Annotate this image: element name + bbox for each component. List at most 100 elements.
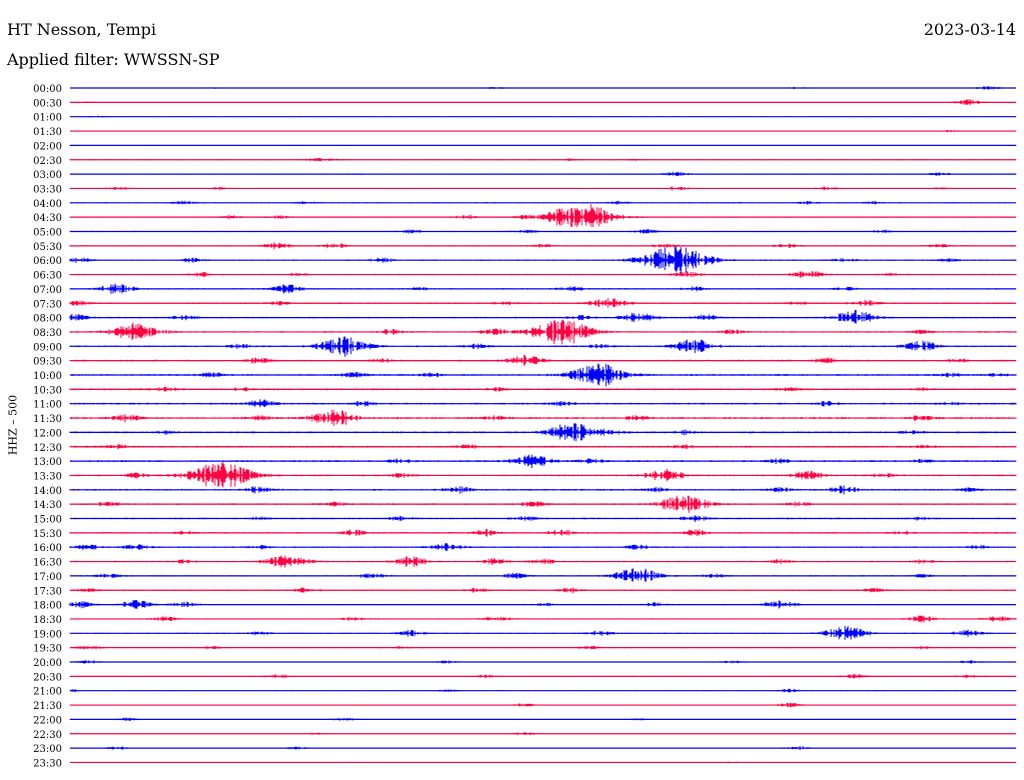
time-tick-label: 21:00 bbox=[33, 687, 62, 698]
trace-row-1000: 10:00 bbox=[33, 363, 1017, 387]
time-tick-label: 22:00 bbox=[33, 715, 62, 726]
trace-row-0100: 01:00 bbox=[33, 113, 1017, 124]
trace-row-1130: 11:30 bbox=[33, 409, 1017, 426]
time-tick-label: 10:00 bbox=[33, 371, 62, 382]
station-title: HT Nesson, Tempi bbox=[7, 20, 157, 39]
time-tick-label: 19:30 bbox=[33, 644, 62, 655]
time-tick-label: 04:00 bbox=[33, 199, 62, 210]
trace-row-1300: 13:00 bbox=[33, 454, 1017, 468]
trace-row-0430: 04:30 bbox=[33, 204, 1017, 228]
time-tick-label: 10:30 bbox=[33, 385, 62, 396]
trace-row-0130: 01:30 bbox=[33, 127, 1017, 138]
trace-row-1800: 18:00 bbox=[33, 600, 1016, 612]
trace-row-1230: 12:30 bbox=[33, 443, 1017, 454]
trace-row-2330: 23:30 bbox=[33, 758, 1017, 769]
trace-row-1100: 11:00 bbox=[33, 399, 1017, 411]
time-tick-label: 01:00 bbox=[33, 113, 62, 124]
trace-row-1700: 17:00 bbox=[33, 568, 1017, 583]
trace-row-0400: 04:00 bbox=[33, 199, 1017, 210]
trace-row-0200: 02:00 bbox=[33, 141, 1017, 152]
trace-row-2000: 20:00 bbox=[33, 658, 1017, 669]
time-tick-label: 17:00 bbox=[33, 572, 62, 583]
trace-row-1530: 15:30 bbox=[33, 529, 1017, 540]
trace-row-0230: 02:30 bbox=[33, 156, 1017, 167]
time-tick-label: 04:30 bbox=[33, 213, 62, 224]
time-tick-label: 12:00 bbox=[33, 428, 62, 439]
time-tick-label: 00:00 bbox=[33, 84, 62, 95]
trace-row-1500: 15:00 bbox=[33, 515, 1017, 526]
seismic-trace bbox=[69, 568, 1017, 582]
time-tick-label: 08:30 bbox=[33, 328, 62, 339]
time-tick-label: 22:30 bbox=[33, 730, 62, 741]
trace-row-1730: 17:30 bbox=[33, 586, 1017, 597]
time-tick-label: 06:00 bbox=[33, 256, 62, 267]
time-tick-label: 05:30 bbox=[33, 242, 62, 253]
time-tick-label: 01:30 bbox=[33, 127, 62, 138]
trace-row-2100: 21:00 bbox=[33, 687, 1017, 698]
date-label: 2023-03-14 bbox=[923, 20, 1016, 39]
time-tick-label: 15:30 bbox=[33, 529, 62, 540]
time-tick-label: 19:00 bbox=[33, 629, 62, 640]
time-tick-label: 15:00 bbox=[33, 515, 62, 526]
time-tick-label: 23:30 bbox=[33, 758, 62, 769]
trace-row-1600: 16:00 bbox=[33, 543, 1017, 554]
seismic-trace bbox=[69, 204, 1017, 228]
time-tick-label: 17:30 bbox=[33, 586, 62, 597]
time-tick-label: 09:00 bbox=[33, 342, 62, 353]
trace-row-0800: 08:00 bbox=[33, 309, 1017, 325]
time-tick-label: 11:00 bbox=[33, 400, 62, 411]
trace-row-1330: 13:30 bbox=[33, 462, 1017, 488]
time-tick-label: 08:00 bbox=[33, 314, 62, 325]
trace-row-0630: 06:30 bbox=[33, 271, 1017, 282]
trace-row-2030: 20:30 bbox=[33, 672, 1017, 683]
trace-row-1830: 18:30 bbox=[33, 615, 1017, 626]
trace-row-2130: 21:30 bbox=[33, 701, 1017, 712]
time-tick-label: 03:30 bbox=[33, 184, 62, 195]
time-tick-label: 03:00 bbox=[33, 170, 62, 181]
trace-row-1630: 16:30 bbox=[33, 555, 1017, 569]
filter-label: Applied filter: WWSSN-SP bbox=[7, 50, 220, 69]
time-tick-label: 14:30 bbox=[33, 500, 62, 511]
trace-row-0000: 00:00 bbox=[33, 84, 1016, 95]
time-tick-label: 00:30 bbox=[33, 98, 62, 109]
time-tick-label: 11:30 bbox=[33, 414, 62, 425]
time-tick-label: 21:30 bbox=[33, 701, 62, 712]
trace-row-1430: 14:30 bbox=[33, 495, 1017, 513]
time-tick-label: 13:00 bbox=[33, 457, 62, 468]
time-tick-label: 09:30 bbox=[33, 357, 62, 368]
trace-row-1930: 19:30 bbox=[33, 644, 1017, 655]
trace-row-2200: 22:00 bbox=[33, 715, 1017, 726]
seismic-trace bbox=[69, 309, 1017, 324]
time-tick-label: 18:00 bbox=[33, 601, 62, 612]
trace-row-0900: 09:00 bbox=[33, 336, 1017, 357]
trace-row-0730: 07:30 bbox=[33, 298, 1017, 310]
trace-row-0330: 03:30 bbox=[33, 184, 1017, 195]
time-tick-label: 02:00 bbox=[33, 141, 62, 152]
time-tick-label: 14:00 bbox=[33, 486, 62, 497]
trace-row-1400: 14:00 bbox=[33, 485, 1017, 497]
trace-row-2300: 23:00 bbox=[33, 744, 1017, 755]
time-tick-label: 18:30 bbox=[33, 615, 62, 626]
time-tick-label: 07:30 bbox=[33, 299, 62, 310]
time-tick-label: 07:00 bbox=[33, 285, 62, 296]
trace-row-0500: 05:00 bbox=[33, 228, 1017, 239]
seismic-trace bbox=[69, 462, 1017, 488]
time-tick-label: 16:00 bbox=[33, 543, 62, 554]
trace-row-1030: 10:30 bbox=[33, 385, 1017, 396]
time-tick-label: 23:00 bbox=[33, 744, 62, 755]
time-tick-label: 02:30 bbox=[33, 156, 62, 167]
trace-row-1200: 12:00 bbox=[33, 423, 1017, 442]
trace-row-0030: 00:30 bbox=[33, 98, 1017, 109]
time-tick-label: 20:30 bbox=[33, 672, 62, 683]
time-tick-label: 20:00 bbox=[33, 658, 62, 669]
trace-row-2230: 22:30 bbox=[33, 730, 1017, 741]
time-tick-label: 12:30 bbox=[33, 443, 62, 454]
time-tick-label: 13:30 bbox=[33, 471, 62, 482]
trace-row-0530: 05:30 bbox=[33, 242, 1017, 253]
trace-row-1900: 19:00 bbox=[33, 625, 1017, 640]
trace-row-0700: 07:00 bbox=[33, 283, 1017, 296]
trace-row-0600: 06:00 bbox=[33, 246, 1017, 274]
trace-row-0930: 09:30 bbox=[33, 355, 1017, 368]
time-tick-label: 06:30 bbox=[33, 271, 62, 282]
